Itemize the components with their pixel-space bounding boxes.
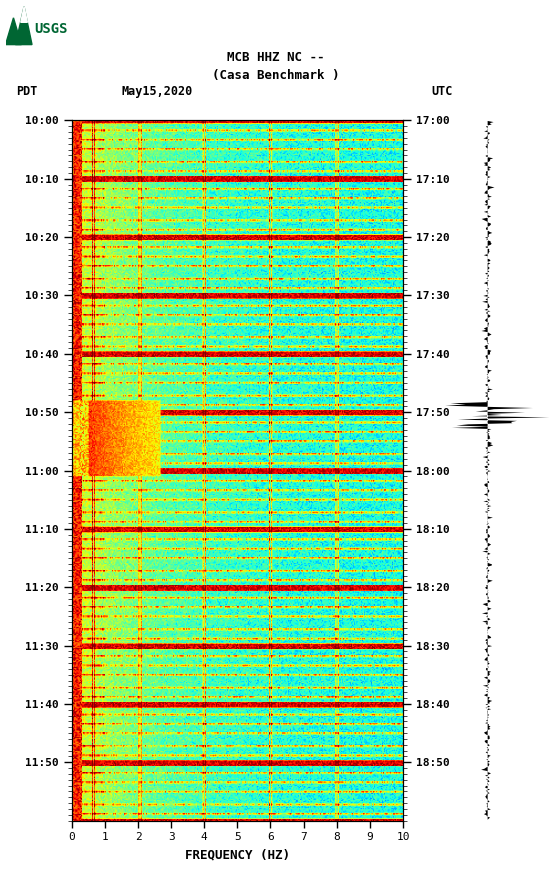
Text: MCB HHZ NC --: MCB HHZ NC -- [227,52,325,64]
Polygon shape [15,7,32,45]
Polygon shape [21,7,28,22]
X-axis label: FREQUENCY (HZ): FREQUENCY (HZ) [185,848,290,861]
Text: PDT: PDT [17,86,38,98]
Polygon shape [6,18,22,45]
Text: USGS: USGS [34,22,67,36]
Text: UTC: UTC [431,86,452,98]
Text: (Casa Benchmark ): (Casa Benchmark ) [213,70,339,82]
Text: May15,2020: May15,2020 [121,86,193,98]
